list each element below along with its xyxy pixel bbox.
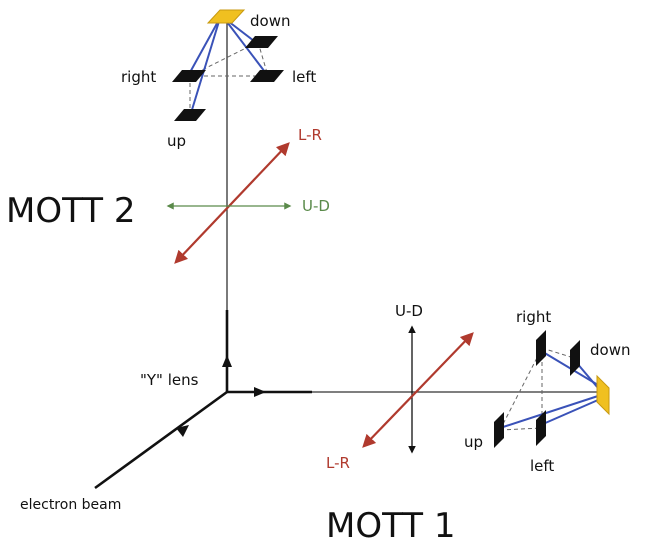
mott1-detector-left: [536, 410, 546, 446]
mott2-ud-label: U-D: [302, 197, 330, 215]
mott2-label-down: down: [250, 12, 290, 30]
mott1-trajectories: [499, 351, 599, 429]
mott2-trajectories: [187, 17, 269, 114]
mott2-title: MOTT 2: [6, 191, 135, 231]
mott2-detector-left: [250, 70, 284, 82]
mott1-label-left: left: [530, 457, 554, 475]
mott1-lr-label: L-R: [326, 454, 350, 472]
y-lens-label: "Y" lens: [140, 371, 199, 389]
mott2-label-right: right: [121, 68, 156, 86]
mott1-lr-arrow: [362, 332, 474, 448]
mott2-label-left: left: [292, 68, 316, 86]
right-direction-arrowhead: [254, 387, 266, 397]
mott1-detector-right: [536, 330, 546, 366]
mott1-label-right: right: [516, 308, 551, 326]
mott1-label-down: down: [590, 341, 630, 359]
electron-beam-line: [94, 390, 228, 490]
mott1-detector-down: [570, 340, 580, 376]
mott1-title: MOTT 1: [326, 506, 455, 546]
mott2-lr-label: L-R: [298, 126, 322, 144]
mott2-label-up: up: [167, 132, 186, 150]
electron-beam-label: electron beam: [20, 497, 121, 513]
mott1-ud-label: U-D: [395, 302, 423, 320]
mott2-target: [206, 9, 246, 24]
up-direction-arrowhead: [222, 355, 232, 367]
beam-direction-arrowhead: [176, 425, 189, 437]
mott1-label-up: up: [464, 433, 483, 451]
mott2-detector-up: [174, 109, 206, 121]
mott1-target: [596, 374, 610, 416]
mott2-detector-down: [245, 36, 278, 48]
mott2-detector-right: [172, 70, 206, 82]
mott1-detector-up: [494, 412, 504, 448]
mott2-lr-arrow: [174, 142, 290, 264]
